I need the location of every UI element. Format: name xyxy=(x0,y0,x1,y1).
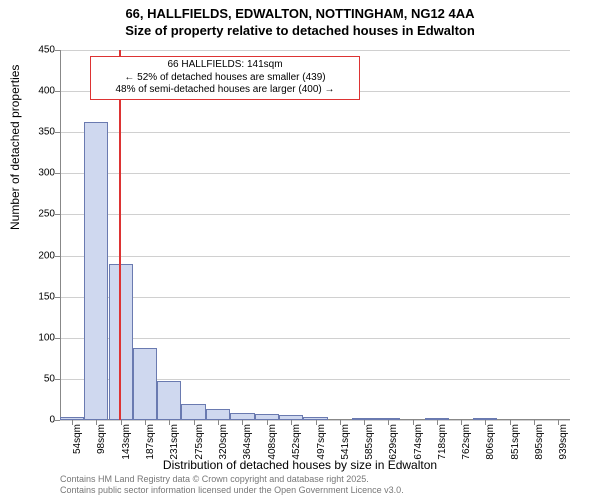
y-tick-label: 250 xyxy=(25,209,55,220)
chart-container: 66, HALLFIELDS, EDWALTON, NOTTINGHAM, NG… xyxy=(0,0,600,500)
chart-title-line2: Size of property relative to detached ho… xyxy=(0,23,600,38)
y-tick-label: 100 xyxy=(25,332,55,343)
y-tick-label: 50 xyxy=(25,373,55,384)
y-tick-label: 200 xyxy=(25,250,55,261)
footer-line2: Contains public sector information licen… xyxy=(60,485,404,496)
callout-line2: ← 52% of detached houses are smaller (43… xyxy=(95,72,355,85)
histogram-bar xyxy=(84,122,108,420)
gridline xyxy=(60,50,570,51)
gridline xyxy=(60,256,570,257)
histogram-bar xyxy=(206,409,230,420)
footer-line1: Contains HM Land Registry data © Crown c… xyxy=(60,474,404,485)
gridline xyxy=(60,338,570,339)
gridline xyxy=(60,214,570,215)
y-tick-mark xyxy=(55,420,60,421)
histogram-bar xyxy=(157,381,181,420)
y-tick-label: 300 xyxy=(25,168,55,179)
gridline xyxy=(60,297,570,298)
x-axis-label: Distribution of detached houses by size … xyxy=(0,458,600,472)
chart-title-line1: 66, HALLFIELDS, EDWALTON, NOTTINGHAM, NG… xyxy=(0,0,600,23)
callout-line3: 48% of semi-detached houses are larger (… xyxy=(95,84,355,97)
y-axis-line xyxy=(60,50,61,420)
gridline xyxy=(60,173,570,174)
y-tick-label: 150 xyxy=(25,291,55,302)
y-tick-label: 0 xyxy=(25,415,55,426)
y-tick-label: 400 xyxy=(25,86,55,97)
histogram-bar xyxy=(230,413,254,420)
y-tick-label: 350 xyxy=(25,127,55,138)
y-axis-label: Number of detached properties xyxy=(8,65,22,230)
marker-line xyxy=(119,50,121,420)
callout-line1: 66 HALLFIELDS: 141sqm xyxy=(95,59,355,72)
y-tick-label: 450 xyxy=(25,45,55,56)
marker-callout: 66 HALLFIELDS: 141sqm← 52% of detached h… xyxy=(90,56,360,100)
histogram-bar xyxy=(133,348,157,420)
chart-footer: Contains HM Land Registry data © Crown c… xyxy=(60,474,404,496)
histogram-bar xyxy=(181,404,205,420)
gridline xyxy=(60,132,570,133)
histogram-bar xyxy=(109,264,133,420)
plot-area: 05010015020025030035040045054sqm98sqm143… xyxy=(60,50,570,420)
